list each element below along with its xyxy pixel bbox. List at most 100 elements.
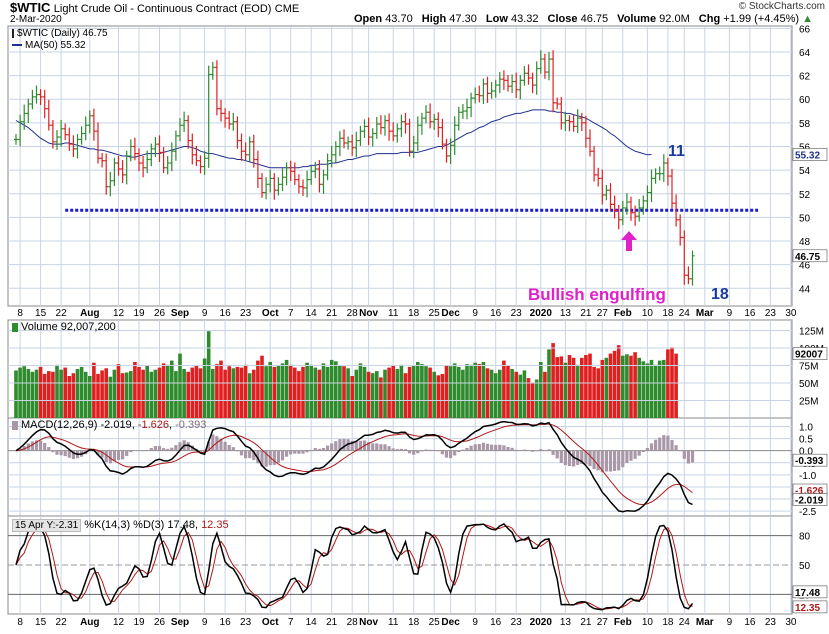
volume-bar xyxy=(481,362,486,418)
macd-histogram-bar xyxy=(629,450,633,461)
x-axis-label: 15 xyxy=(35,308,47,319)
macd-histogram-bar xyxy=(617,450,621,471)
macd-histogram-bar xyxy=(350,440,354,451)
macd-histogram-bar xyxy=(371,443,375,451)
x-axis-label: Aug xyxy=(80,308,99,319)
volume-bar xyxy=(395,369,400,418)
x-axis-label: 18 xyxy=(662,617,674,628)
macd-histogram-bar xyxy=(670,440,674,451)
x-axis-label: 19 xyxy=(133,617,145,628)
volume-bar xyxy=(547,349,551,418)
chg-label: Chg xyxy=(698,13,721,25)
volume-bar xyxy=(190,367,195,418)
macd-histogram-bar xyxy=(203,450,207,453)
volume-bar xyxy=(506,365,510,418)
macd-histogram-bar xyxy=(658,437,662,451)
macd-histogram-bar xyxy=(461,449,465,451)
macd-histogram-bar xyxy=(116,450,121,461)
volume-bar xyxy=(399,364,404,418)
macd-histogram-bar xyxy=(559,450,563,464)
macd-histogram-bar xyxy=(223,441,227,451)
price-tick-label: 52 xyxy=(799,190,811,201)
macd-histogram-bar xyxy=(481,442,485,451)
macd-histogram-bar xyxy=(604,450,608,472)
macd-histogram-bar xyxy=(469,445,473,451)
macd-histogram-bar xyxy=(207,441,211,451)
volume-bar xyxy=(641,361,646,418)
ma-value-tag: 55.32 xyxy=(795,151,820,162)
volume-bar xyxy=(215,364,219,418)
macd-histogram-bar xyxy=(621,450,625,468)
x-axis-label: 19 xyxy=(133,308,145,319)
macd-tick-label: 0.0 xyxy=(799,447,813,458)
volume-bar xyxy=(206,331,211,418)
volume-bar xyxy=(551,343,555,418)
volume-bar xyxy=(440,373,445,418)
price-tick-label: 48 xyxy=(799,237,811,248)
macd-histogram-bar xyxy=(334,441,338,451)
volume-bar xyxy=(510,369,514,418)
volume-bar xyxy=(145,365,149,418)
macd-histogram-bar xyxy=(613,450,617,471)
x-axis-label: Dec xyxy=(441,308,460,319)
x-axis-label: 23 xyxy=(765,308,777,319)
macd-histogram-bar xyxy=(649,443,654,451)
volume-bar xyxy=(239,367,244,418)
macd-histogram-bar xyxy=(309,449,313,451)
x-axis-label: Sep xyxy=(171,308,189,319)
macd-histogram-bar xyxy=(625,450,629,464)
volume-bar xyxy=(51,371,55,418)
macd-histogram-bar xyxy=(543,450,547,451)
x-axis-label: 18 xyxy=(408,617,420,628)
volume-bar xyxy=(592,366,596,418)
volume-bar xyxy=(452,363,457,418)
volume-bar xyxy=(149,371,154,418)
volume-bar xyxy=(432,371,436,418)
macd-histogram-bar xyxy=(506,447,510,451)
volume-bar xyxy=(100,370,104,418)
price-tick-label: 58 xyxy=(799,119,811,130)
x-axis-label: 12 xyxy=(113,308,125,319)
volume-bar xyxy=(272,366,277,418)
x-axis-label: 23 xyxy=(511,308,523,319)
volume-bar xyxy=(174,371,178,418)
close-value: 46.75 xyxy=(580,13,609,25)
chart-date: 2-Mar-2020 xyxy=(10,14,62,25)
chart-title: $WTIC Light Crude Oil - Continuous Contr… xyxy=(10,0,299,15)
x-axis-label: Feb xyxy=(614,617,632,628)
volume-bar xyxy=(575,364,580,418)
stoch-tick-label: 50 xyxy=(799,561,811,572)
stoch-tick-label: 80 xyxy=(799,532,811,543)
volume-bar xyxy=(79,366,84,418)
volume-bar xyxy=(649,359,654,418)
x-axis-label: 24 xyxy=(679,308,691,319)
macd-histogram-bar xyxy=(416,450,420,454)
volume-bar xyxy=(30,371,35,418)
x-axis-label: 16 xyxy=(490,617,502,628)
chg-value: +1.99 (+4.45%) xyxy=(723,13,800,25)
macd-value: -2.019 xyxy=(100,419,132,431)
x-axis-label: 9 xyxy=(472,617,478,628)
volume-bar xyxy=(633,352,637,418)
volume-bar xyxy=(387,367,391,418)
macd-histogram-bar xyxy=(531,450,535,452)
open-label: Open xyxy=(354,13,383,25)
volume-bar xyxy=(489,369,494,418)
volume-bar xyxy=(235,366,240,418)
watermark: © StockCharts.com xyxy=(738,1,825,12)
volume-bar xyxy=(657,360,662,418)
volume-bar xyxy=(329,359,334,418)
macd-histogram-bar xyxy=(490,444,494,451)
volume-bar xyxy=(124,372,129,418)
x-axis-label: 30 xyxy=(785,308,797,319)
volume-bar xyxy=(621,355,625,418)
bullish-engulfing-annotation: Bullish engulfing xyxy=(528,285,666,304)
price-tick-label: 64 xyxy=(799,48,811,59)
volume-bar xyxy=(407,366,412,418)
macd-histogram-bar xyxy=(157,446,162,451)
macd-histogram-bar xyxy=(55,450,59,455)
macd-histogram-bar xyxy=(280,450,285,461)
volume-bar xyxy=(534,379,539,418)
price-tick-label: 66 xyxy=(799,24,811,35)
symbol: $WTIC xyxy=(10,0,51,15)
